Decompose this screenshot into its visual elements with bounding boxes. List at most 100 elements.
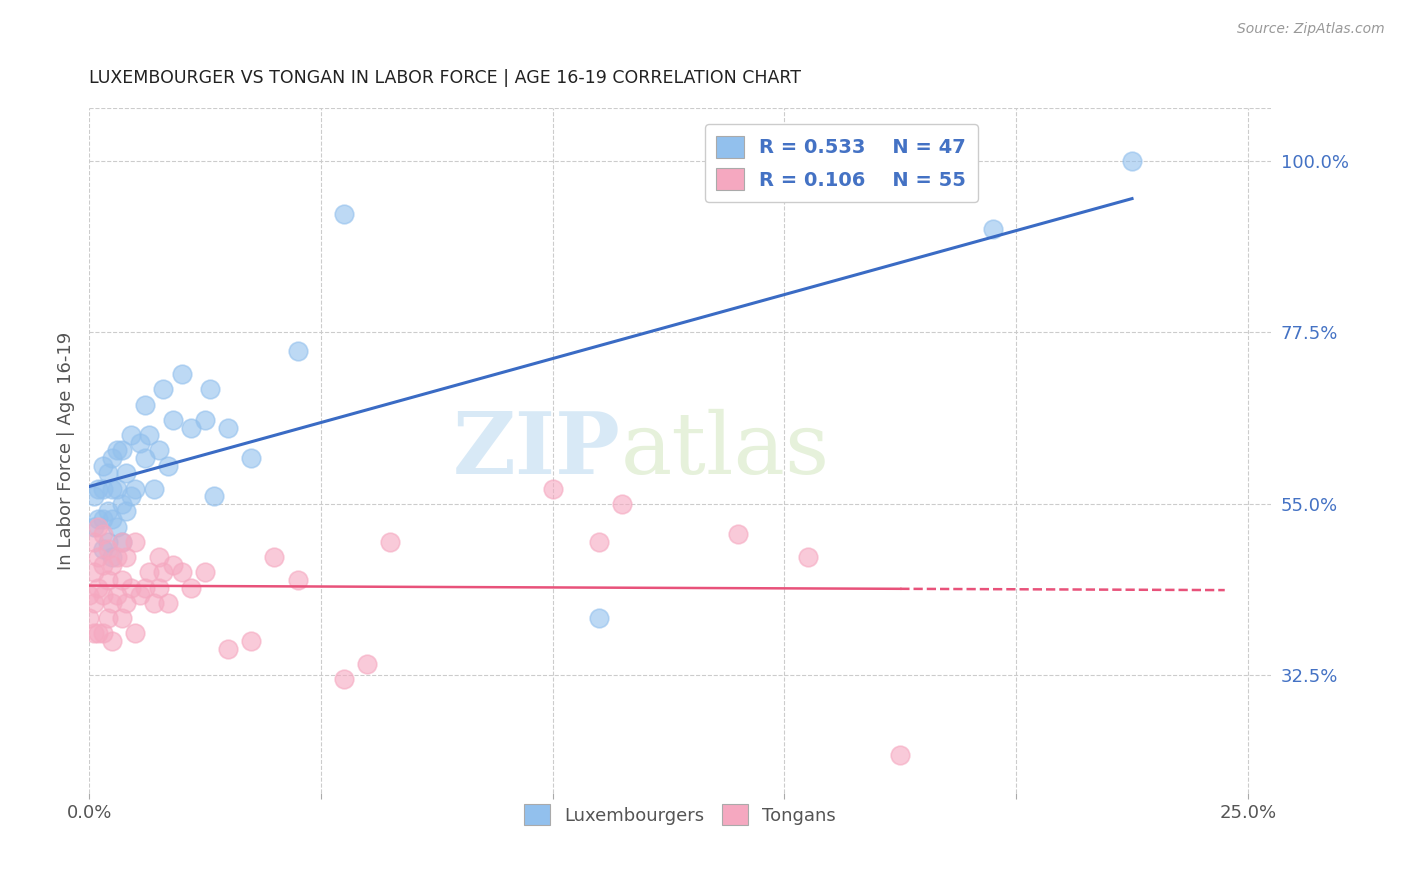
Point: [143, 596, 166, 610]
Point: [796, 550, 818, 565]
Point: [77, 588, 100, 602]
Point: [115, 596, 138, 610]
Point: [152, 383, 174, 397]
Point: [91, 558, 114, 572]
Point: [138, 566, 160, 580]
Point: [120, 428, 142, 442]
Point: [727, 527, 749, 541]
Text: Source: ZipAtlas.com: Source: ZipAtlas.com: [1237, 22, 1385, 37]
Point: [240, 634, 263, 648]
Point: [101, 512, 124, 526]
Point: [194, 413, 217, 427]
Point: [110, 497, 132, 511]
Point: [263, 550, 285, 565]
Point: [87, 482, 110, 496]
Text: ZIP: ZIP: [453, 409, 621, 492]
Point: [152, 566, 174, 580]
Point: [134, 451, 156, 466]
Y-axis label: In Labor Force | Age 16-19: In Labor Force | Age 16-19: [58, 331, 75, 570]
Point: [87, 550, 110, 565]
Point: [110, 573, 132, 587]
Point: [91, 458, 114, 473]
Point: [83, 534, 105, 549]
Point: [129, 435, 152, 450]
Point: [91, 527, 114, 541]
Point: [97, 611, 120, 625]
Point: [105, 482, 128, 496]
Point: [91, 512, 114, 526]
Point: [148, 443, 170, 458]
Point: [356, 657, 378, 671]
Point: [115, 467, 138, 481]
Point: [115, 504, 138, 518]
Point: [541, 482, 564, 496]
Point: [97, 467, 120, 481]
Point: [129, 588, 152, 602]
Point: [588, 611, 610, 625]
Point: [91, 482, 114, 496]
Point: [97, 573, 120, 587]
Point: [1121, 153, 1143, 168]
Point: [333, 207, 356, 221]
Point: [156, 596, 179, 610]
Point: [148, 581, 170, 595]
Text: atlas: atlas: [621, 409, 830, 492]
Point: [87, 519, 110, 533]
Point: [91, 626, 114, 640]
Point: [287, 344, 309, 359]
Point: [198, 383, 221, 397]
Point: [110, 443, 132, 458]
Point: [124, 626, 146, 640]
Point: [170, 368, 193, 382]
Point: [101, 558, 124, 572]
Point: [105, 550, 128, 565]
Point: [101, 596, 124, 610]
Point: [333, 672, 356, 686]
Point: [83, 519, 105, 533]
Point: [105, 519, 128, 533]
Point: [981, 222, 1004, 236]
Point: [110, 534, 132, 549]
Point: [380, 534, 402, 549]
Legend: Luxembourgers, Tongans: Luxembourgers, Tongans: [517, 797, 844, 832]
Point: [97, 534, 120, 549]
Point: [101, 550, 124, 565]
Point: [217, 420, 239, 434]
Text: LUXEMBOURGER VS TONGAN IN LABOR FORCE | AGE 16-19 CORRELATION CHART: LUXEMBOURGER VS TONGAN IN LABOR FORCE | …: [89, 69, 801, 87]
Point: [162, 558, 184, 572]
Point: [105, 443, 128, 458]
Point: [124, 482, 146, 496]
Point: [83, 489, 105, 503]
Point: [287, 573, 309, 587]
Point: [134, 398, 156, 412]
Point: [83, 626, 105, 640]
Point: [87, 581, 110, 595]
Point: [97, 542, 120, 557]
Point: [588, 534, 610, 549]
Point: [101, 634, 124, 648]
Point: [120, 489, 142, 503]
Point: [91, 588, 114, 602]
Point: [134, 581, 156, 595]
Point: [240, 451, 263, 466]
Point: [148, 550, 170, 565]
Point: [162, 413, 184, 427]
Point: [180, 581, 202, 595]
Point: [889, 748, 911, 763]
Point: [156, 458, 179, 473]
Point: [143, 482, 166, 496]
Point: [138, 428, 160, 442]
Point: [105, 588, 128, 602]
Point: [124, 534, 146, 549]
Point: [202, 489, 225, 503]
Point: [217, 641, 239, 656]
Point: [110, 611, 132, 625]
Point: [97, 504, 120, 518]
Point: [170, 566, 193, 580]
Point: [83, 596, 105, 610]
Point: [101, 482, 124, 496]
Point: [77, 611, 100, 625]
Point: [110, 534, 132, 549]
Point: [120, 581, 142, 595]
Point: [180, 420, 202, 434]
